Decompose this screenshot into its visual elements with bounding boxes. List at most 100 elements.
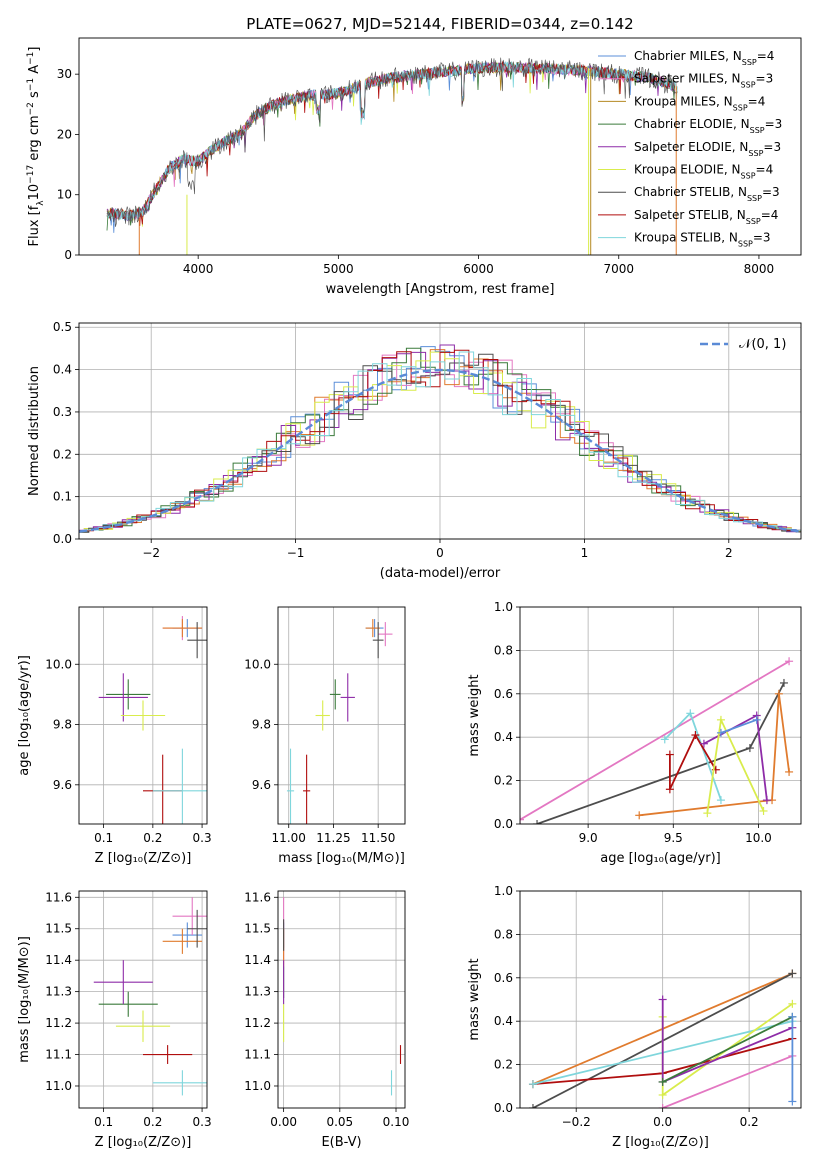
x-tick-label: 11.50 <box>361 831 395 845</box>
legend-label: Salpeter MILES, NSSP=3 <box>634 72 773 90</box>
axes: 4000 5000 6000 7000 8000 0 10 20 30 wavelength [A… <box>26 37 802 297</box>
x-tick-label: 0.0 <box>653 1115 672 1129</box>
y-tick-label: 30 <box>57 67 72 81</box>
axes-frame <box>277 890 406 1109</box>
panel-weight-vs-Z: −0.2 0.0 0.2 0.0 0.2 0.4 0.6 0.8 1.0 Z [log₁₀(Z/Z… <box>467 884 802 1150</box>
normal-curve <box>79 368 801 533</box>
axes-frame <box>519 890 802 1109</box>
y-tick-label: 0.8 <box>494 927 513 941</box>
y-tick-label: 0.3 <box>53 405 72 419</box>
x-tick-label: 0.2 <box>143 1115 162 1129</box>
legend-label-tail: =4 <box>756 163 774 177</box>
legend-label-sub: SSP <box>741 80 756 89</box>
histogram-step <box>83 351 801 531</box>
x-axis-label: E(B-V) <box>321 1135 361 1150</box>
x-tick-label: 1 <box>581 546 589 560</box>
x-tick-label: 0.05 <box>326 1115 353 1129</box>
x-tick-label: 10.0 <box>745 831 772 845</box>
spectrum-line <box>106 61 676 233</box>
panel-spectrum: 4000 5000 6000 7000 8000 0 10 20 30 wavelength [A… <box>26 37 802 297</box>
y-axis-label-part: λ <box>36 200 46 206</box>
axes: 0.00 0.05 0.10 11.0 11.1 11.2 11.3 11.4 11.5 11.6… <box>244 890 409 1150</box>
y-tick-label: 11.3 <box>45 985 72 999</box>
legend-label: Chabrier MILES, NSSP=4 <box>634 49 774 67</box>
y-axis-label-part: −17 <box>26 165 36 184</box>
axes-frame <box>78 606 208 825</box>
y-axis-label: mass [log₁₀(M/M⊙)] <box>17 936 32 1063</box>
x-axis-label: (data-model)/error <box>380 566 501 581</box>
x-tick-label: 0 <box>436 546 444 560</box>
x-tick-label: 2 <box>725 546 733 560</box>
axes: 11.00 11.25 11.50 9.6 9.8 10.0 mass [log₁₀(M/M… <box>244 606 406 866</box>
x-tick-label: 11.25 <box>316 831 350 845</box>
spectrum-line <box>106 61 675 221</box>
y-axis-label-part: s <box>27 91 42 102</box>
x-axis-label: Z [log₁₀(Z/Z⊙)] <box>95 1135 192 1150</box>
y-axis-label-part: −2 <box>26 102 36 115</box>
legend-label-tail: =3 <box>756 72 774 86</box>
y-axis-label-part: −1 <box>26 78 36 91</box>
y-tick-label: 0.6 <box>494 971 513 985</box>
legend-label-main: Chabrier ELODIE, N <box>634 117 750 131</box>
y-tick-label: 9.8 <box>252 718 271 732</box>
x-tick-label: 0.3 <box>193 1115 212 1129</box>
x-tick-label: −0.2 <box>562 1115 591 1129</box>
y-tick-label: 0.2 <box>53 447 72 461</box>
x-tick-label: 0.00 <box>270 1115 297 1129</box>
y-axis-label: mass weight <box>467 674 482 756</box>
x-tick-label: −2 <box>142 546 160 560</box>
legend-label-tail: =3 <box>765 117 783 131</box>
y-axis-label: mass weight <box>467 958 482 1040</box>
y-axis-label-part: erg cm <box>27 115 42 164</box>
axes-frame <box>519 606 802 825</box>
y-tick-label: 11.4 <box>244 953 271 967</box>
panel-age-vs-mass: 11.00 11.25 11.50 9.6 9.8 10.0 mass [log₁₀(M/M… <box>244 606 406 866</box>
legend-label: Chabrier ELODIE, NSSP=3 <box>634 117 782 135</box>
y-axis-label-part: 10 <box>27 184 42 201</box>
y-tick-label: 11.0 <box>45 1079 72 1093</box>
axes-frame <box>277 606 406 825</box>
legend-label-sub: SSP <box>741 171 756 180</box>
y-tick-label: 10.0 <box>45 657 72 671</box>
legend-label-sub: SSP <box>747 194 762 203</box>
legend-label-tail: =3 <box>763 140 781 154</box>
y-tick-label: 0 <box>64 248 72 262</box>
legend-label: Kroupa ELODIE, NSSP=4 <box>634 163 773 181</box>
y-tick-label: 0.0 <box>53 532 72 546</box>
y-tick-label: 0.1 <box>53 490 72 504</box>
legend-label-main: Kroupa STELIB, N <box>634 231 738 245</box>
x-axis-label: wavelength [Angstrom, rest frame] <box>326 282 555 297</box>
x-tick-label: 5000 <box>323 262 354 276</box>
y-axis-label-part: A <box>27 65 42 78</box>
x-tick-label: 0.1 <box>94 1115 113 1129</box>
plot-area <box>286 619 393 824</box>
x-axis-label: mass [log₁₀(M/M⊙)] <box>278 851 405 866</box>
y-tick-label: 9.6 <box>53 778 72 792</box>
spectrum-line <box>106 61 676 231</box>
legend-label-tail: =3 <box>762 185 780 199</box>
spectrum-line <box>106 61 676 222</box>
legend-label-tail: =4 <box>761 208 779 222</box>
x-tick-label: 0.2 <box>740 1115 759 1129</box>
y-tick-label: 0.0 <box>494 817 513 831</box>
legend-label-main: Kroupa ELODIE, N <box>634 163 741 177</box>
panel-mass-vs-Z: 0.1 0.2 0.3 11.0 11.1 11.2 11.3 11.4 11.5 11.6 Z [… <box>17 890 212 1150</box>
x-tick-label: 0.2 <box>143 831 162 845</box>
y-tick-label: 11.0 <box>244 1079 271 1093</box>
spectrum-line <box>106 61 675 227</box>
axes: 9.0 9.5 10.0 0.0 0.2 0.4 0.6 0.8 1.0 age [log₁₀(a… <box>467 600 802 866</box>
legend-label-sub: SSP <box>748 148 763 157</box>
spectrum-line <box>106 60 678 222</box>
x-axis-label: Z [log₁₀(Z/Z⊙)] <box>95 851 192 866</box>
y-tick-label: 11.3 <box>244 985 271 999</box>
x-tick-label: 9.5 <box>664 831 683 845</box>
y-axis-label-part: Flux [f <box>27 205 42 246</box>
y-tick-label: 10 <box>57 188 72 202</box>
x-tick-label: 0.3 <box>193 831 212 845</box>
y-tick-label: 1.0 <box>494 884 513 898</box>
plot-area <box>106 57 678 255</box>
axes: −2 −1 0 1 2 0.0 0.1 0.2 0.3 0.4 0.5 (data-model)/er… <box>27 320 802 581</box>
plot-area <box>528 969 797 1108</box>
